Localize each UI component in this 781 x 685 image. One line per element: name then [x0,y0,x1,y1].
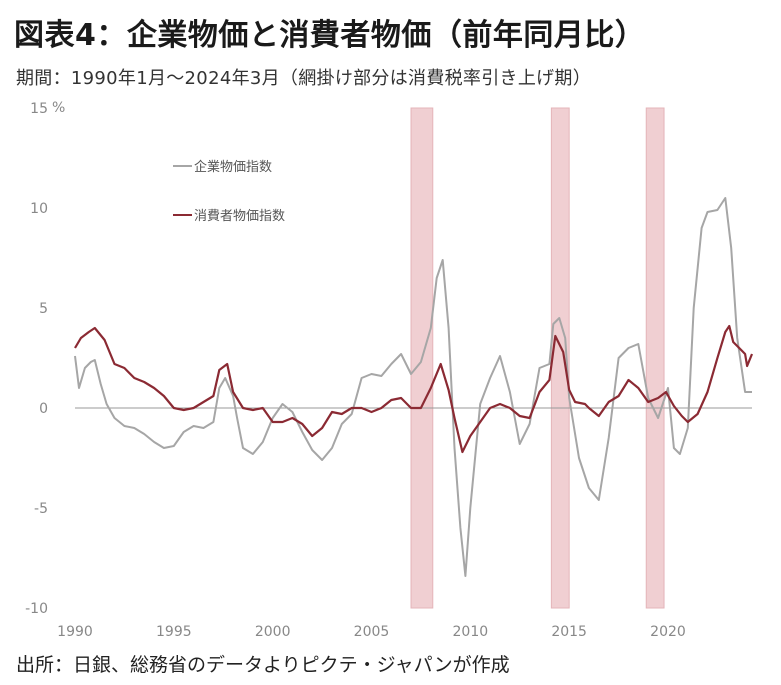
x-tick-label: 2020 [650,624,686,640]
x-tick-label: 1995 [156,624,192,640]
series-line-cpi [74,324,754,454]
series-lines [74,197,754,577]
x-tick-label: 2015 [551,624,587,640]
legend-label: 企業物価指数 [194,159,272,175]
source-note: 出所：日銀、総務省のデータよりピクテ・ジャパンが作成 [16,654,510,676]
x-tick-label: 2000 [255,624,291,640]
x-tick-label: 2005 [354,624,390,640]
chart-subtitle: 期間：1990年1月～2024年3月（網掛け部分は消費税率引き上げ期） [16,68,592,89]
y-tick-label: -10 [25,601,48,617]
series-line-cgpi [74,197,752,577]
y-tick-label: 5 [39,301,48,317]
y-tick-label: 0 [39,401,48,417]
y-tick-label: 10 [30,201,48,217]
shaded-periods [410,107,665,609]
x-tick-label: 1990 [57,624,93,640]
legend-label: 消費者物価指数 [194,209,285,224]
shaded-period-3 [645,107,665,609]
y-unit-label: % [52,100,65,116]
line-chart: -10 -5 0 5 10 15 % 1990 1995 2000 2005 2010 2015 2020… [25,100,754,640]
x-tick-label: 2010 [453,624,489,640]
y-tick-label: -5 [34,501,48,517]
y-tick-label: 15 [30,101,48,117]
chart-title: 図表4：企業物価と消費者物価（前年同月比） [14,18,646,53]
